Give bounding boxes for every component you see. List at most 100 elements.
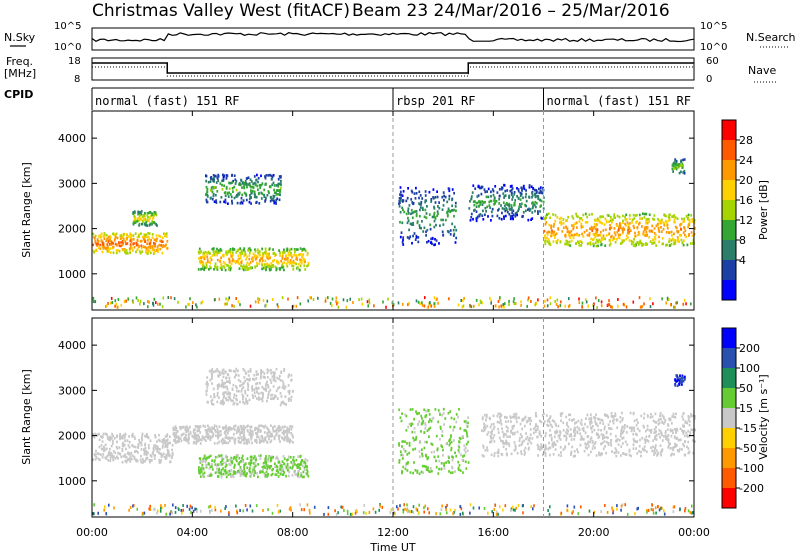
region-1-cell bbox=[218, 440, 220, 444]
region-5-cell bbox=[486, 424, 489, 428]
region-6-cell bbox=[604, 217, 607, 221]
region-5-cell bbox=[539, 210, 541, 213]
region-1-cell bbox=[285, 430, 288, 433]
region-1-cell bbox=[216, 268, 219, 271]
region-6-cell bbox=[611, 238, 614, 242]
region-3-cell bbox=[267, 376, 269, 379]
region-3-cell bbox=[283, 387, 286, 390]
region-2-cell bbox=[293, 470, 296, 474]
scatter-cell bbox=[335, 512, 338, 516]
region-4-cell bbox=[407, 219, 410, 223]
scatter-cell bbox=[199, 509, 202, 513]
region-2-cell bbox=[202, 457, 205, 461]
scatter-cell bbox=[317, 296, 319, 300]
region-6-cell bbox=[566, 227, 569, 230]
scatter-cell bbox=[124, 299, 126, 303]
region-5-cell bbox=[506, 203, 509, 207]
region-5-cell bbox=[564, 445, 567, 448]
region-6-cell bbox=[569, 244, 572, 247]
region-5-cell bbox=[472, 217, 474, 221]
region-1-cell bbox=[300, 261, 303, 265]
region-6-cell bbox=[598, 220, 601, 224]
region-1-cell bbox=[263, 431, 266, 434]
scatter-cell bbox=[527, 298, 529, 302]
region-4-cell bbox=[425, 468, 428, 471]
region-0-cell bbox=[149, 439, 152, 442]
region-0-cell bbox=[129, 243, 132, 246]
region-4-cell bbox=[404, 467, 407, 471]
region-3-cell bbox=[209, 197, 212, 200]
region-1-cell bbox=[231, 436, 234, 440]
region-6-cell bbox=[582, 225, 584, 229]
region-7-cell bbox=[675, 162, 678, 166]
region-5-cell bbox=[475, 205, 478, 208]
region-4-cell bbox=[417, 236, 420, 239]
scatter-cell bbox=[312, 298, 315, 301]
scatter-cell bbox=[406, 508, 408, 512]
region-1-cell bbox=[191, 434, 194, 438]
region-3-cell bbox=[270, 178, 273, 181]
region-6-cell bbox=[595, 219, 598, 222]
scatter-cell bbox=[251, 509, 254, 513]
region-6-cell bbox=[619, 233, 622, 237]
scatter-cell bbox=[373, 304, 375, 308]
region-1-cell bbox=[225, 434, 228, 437]
region-2-cell bbox=[228, 458, 231, 462]
region-4-cell bbox=[402, 238, 404, 242]
region-5-cell bbox=[600, 452, 602, 455]
region-4-cell bbox=[399, 416, 402, 419]
region-4-cell bbox=[452, 234, 455, 237]
region-1-cell bbox=[240, 441, 242, 444]
region-4-cell bbox=[438, 206, 441, 210]
region-0-cell bbox=[125, 249, 128, 252]
region-1-cell bbox=[286, 439, 289, 443]
region-1-cell bbox=[283, 431, 286, 434]
region-6-cell bbox=[547, 230, 550, 234]
region-2-cell bbox=[294, 473, 297, 476]
region-6-cell bbox=[557, 228, 560, 231]
region-5-cell bbox=[482, 446, 485, 449]
region-0-cell bbox=[97, 433, 99, 437]
region-6-cell bbox=[548, 230, 551, 234]
region-0-cell bbox=[104, 443, 107, 447]
region-3-cell bbox=[256, 387, 258, 391]
scatter-cell bbox=[641, 304, 644, 308]
scatter-cell bbox=[185, 305, 187, 309]
region-1-cell bbox=[228, 268, 230, 271]
region-3-cell bbox=[233, 185, 236, 189]
region-0-cell bbox=[116, 455, 118, 459]
region-1-cell bbox=[206, 255, 209, 259]
region-5-cell bbox=[559, 433, 561, 437]
region-1-cell bbox=[196, 437, 198, 441]
region-5-cell bbox=[538, 198, 541, 202]
region-5-cell bbox=[555, 431, 558, 434]
region-1-cell bbox=[289, 438, 291, 441]
region-6-cell bbox=[653, 214, 656, 217]
region-0-cell bbox=[102, 447, 105, 450]
region-0-cell bbox=[119, 432, 122, 436]
region-5-cell bbox=[620, 432, 622, 436]
region-3-cell bbox=[246, 394, 249, 397]
region-4-cell bbox=[458, 451, 461, 454]
scatter-cell bbox=[427, 507, 429, 511]
region-2-cell bbox=[226, 456, 228, 459]
region-1-cell bbox=[209, 429, 212, 433]
region-1-cell bbox=[306, 264, 308, 268]
region-6-cell bbox=[668, 238, 671, 242]
region-2-cell bbox=[266, 464, 269, 467]
region-5-cell bbox=[490, 190, 492, 194]
region-5-cell bbox=[524, 203, 526, 207]
scatter-cell bbox=[125, 299, 127, 303]
region-5-cell bbox=[688, 420, 691, 423]
region-3-cell bbox=[265, 174, 268, 177]
region-1-cell bbox=[271, 432, 273, 436]
region-0-cell bbox=[161, 446, 164, 449]
region-3-cell bbox=[206, 200, 209, 204]
region-6-cell bbox=[562, 218, 565, 221]
region-5-cell bbox=[550, 423, 552, 427]
region-6-cell bbox=[644, 234, 647, 237]
region-1-cell bbox=[243, 442, 246, 445]
region-1-cell bbox=[250, 438, 253, 441]
region-5-cell bbox=[516, 213, 518, 217]
region-7-cell bbox=[673, 167, 676, 170]
